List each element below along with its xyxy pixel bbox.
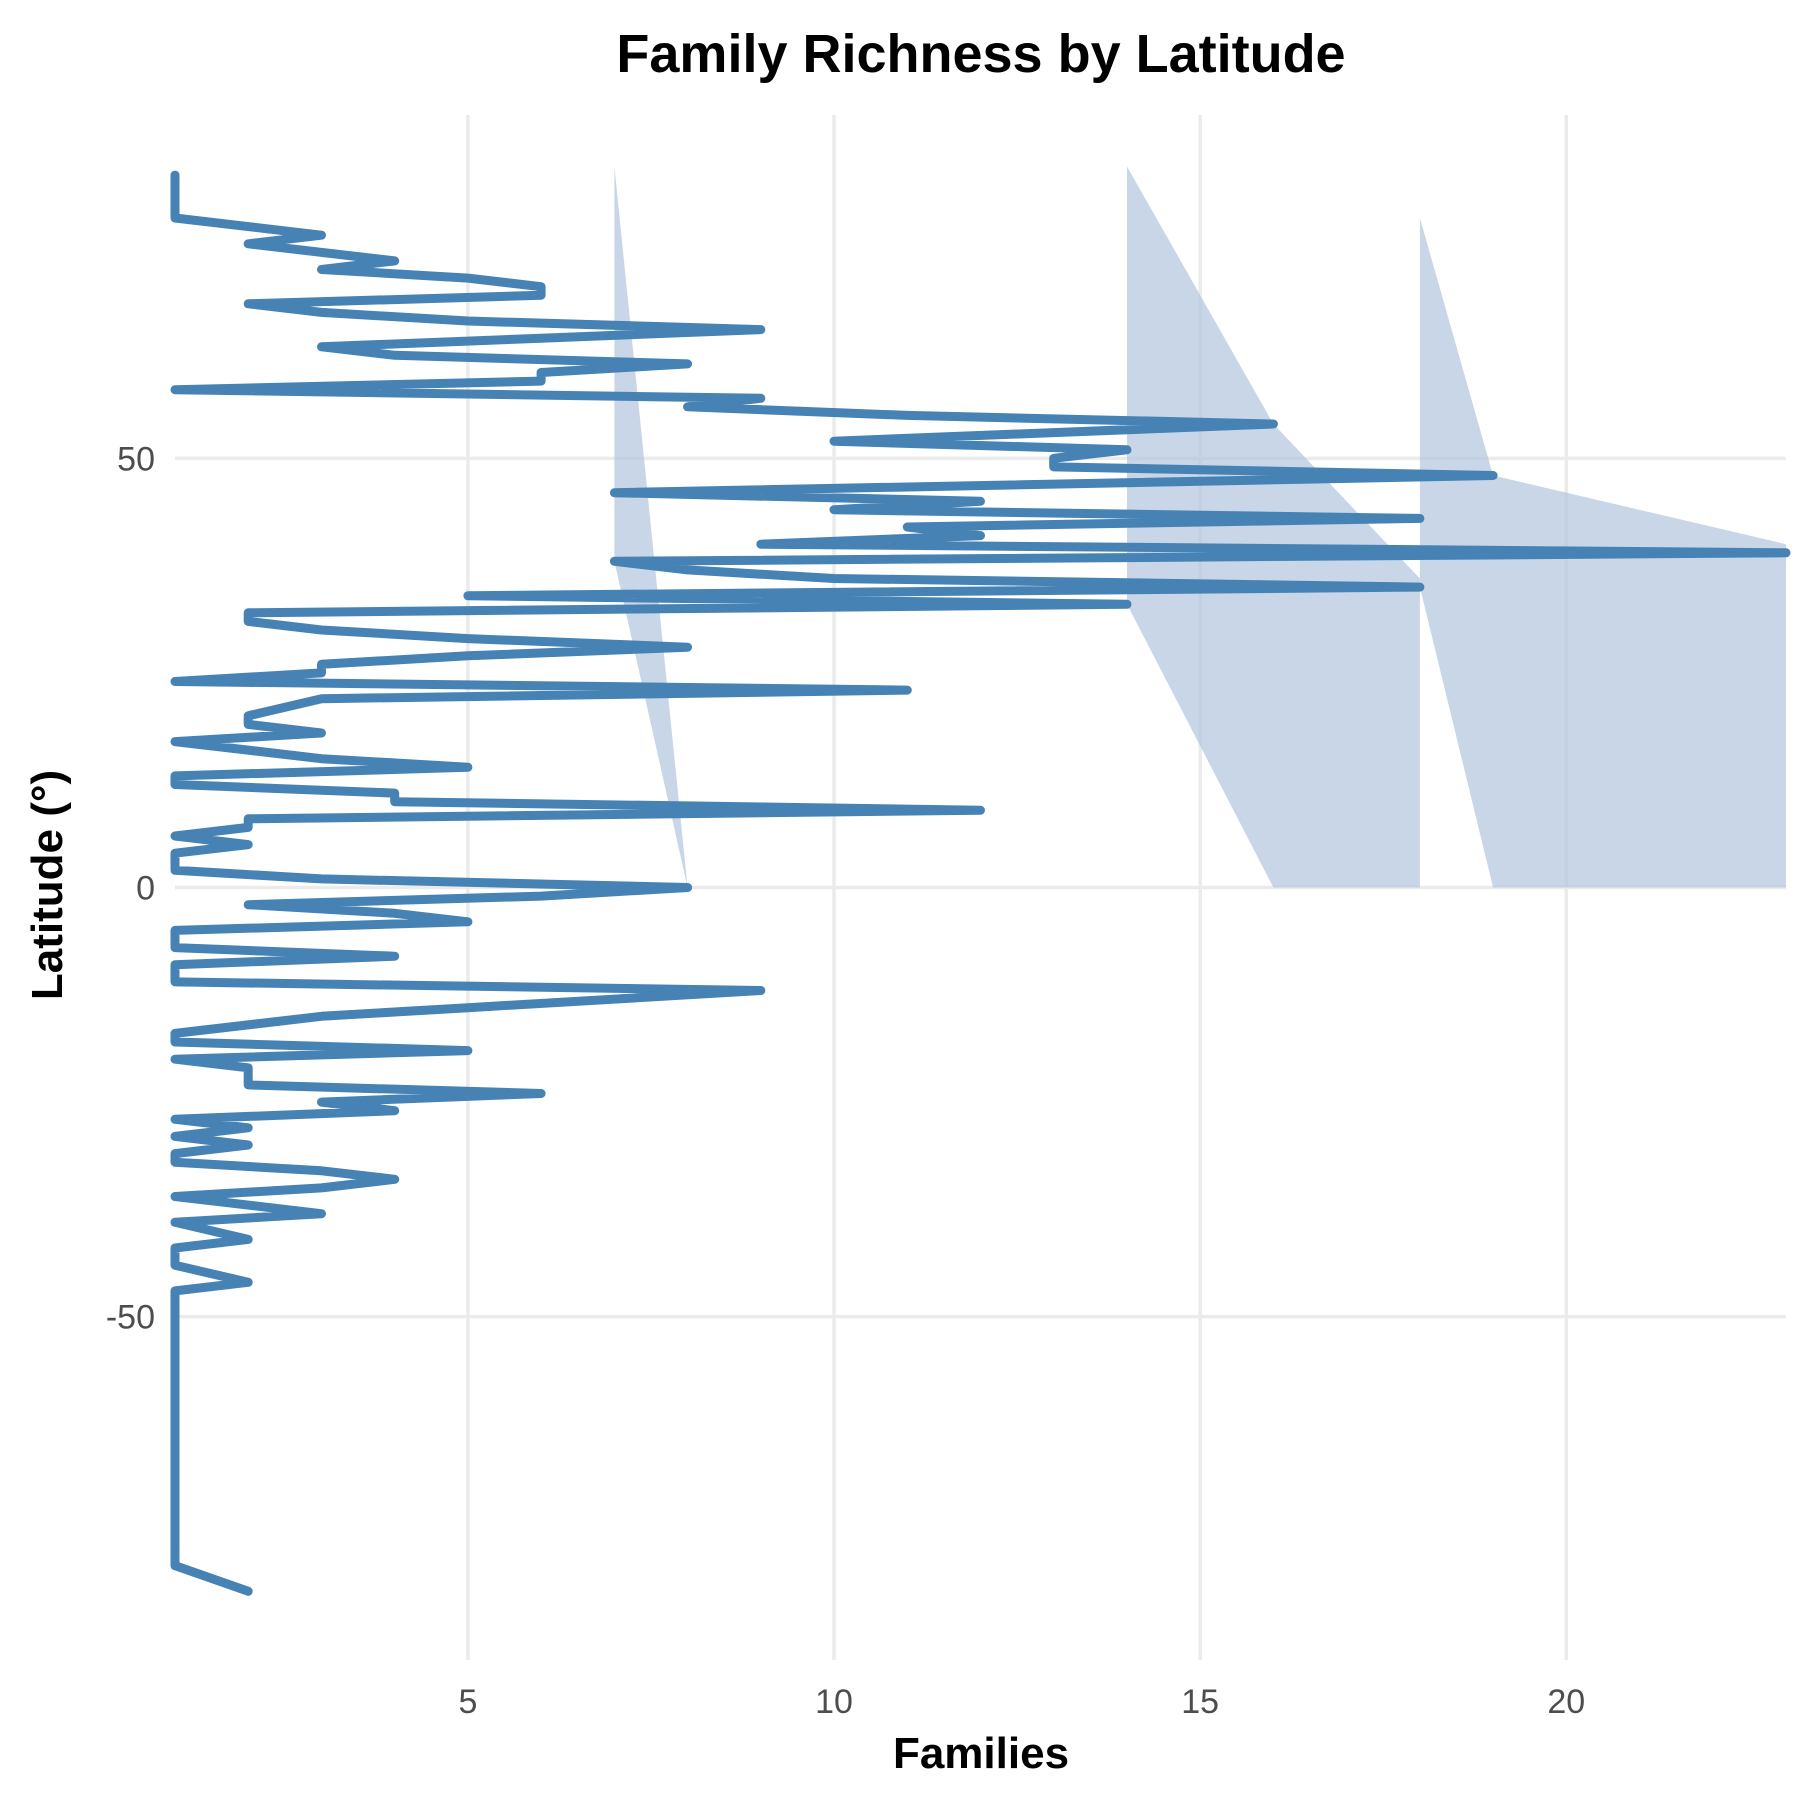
y-axis-title: Latitude (°) (23, 770, 72, 1000)
richness-line-layer (170, 170, 1791, 1596)
range-band (614, 166, 688, 888)
y-tick-label: 0 (136, 870, 155, 908)
x-tick-label: 10 (815, 1683, 853, 1721)
x-tick-label: 5 (458, 1683, 477, 1721)
y-tick-label: -50 (106, 1299, 155, 1337)
y-axis-ticks: -50 0 50 (106, 440, 155, 1336)
range-band (1127, 166, 1420, 888)
x-axis-ticks: 5 10 15 20 (458, 1683, 1585, 1721)
y-tick-label: 50 (117, 440, 155, 478)
x-tick-label: 20 (1547, 1683, 1585, 1721)
chart-title: Family Richness by Latitude (616, 24, 1345, 84)
richness-line (170, 170, 1791, 1596)
x-axis-title: Families (893, 1729, 1069, 1778)
x-tick-label: 15 (1181, 1683, 1219, 1721)
